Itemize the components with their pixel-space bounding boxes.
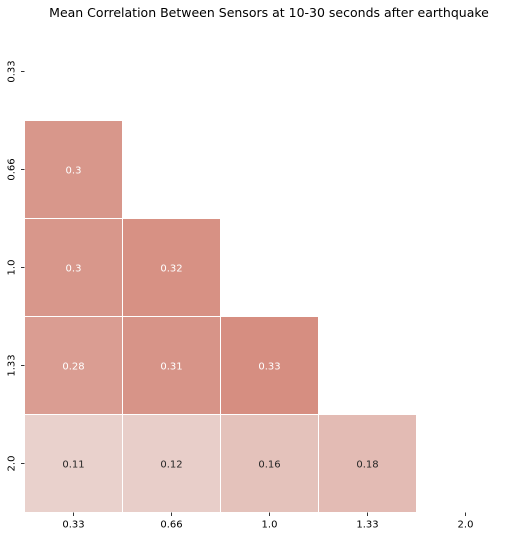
cell-value-label-3-2: 0.33	[258, 362, 280, 373]
heatmap-cell-4-1	[122, 414, 221, 513]
cells-layer	[24, 120, 417, 513]
heatmap-cell-3-2	[220, 316, 319, 415]
x-tick-label-4: 2.0	[458, 520, 474, 531]
heatmap-cell-3-0	[24, 316, 123, 415]
x-tick-label-3: 1.33	[356, 520, 378, 531]
cell-value-label-2-1: 0.32	[160, 264, 182, 275]
cell-value-label-4-3: 0.18	[356, 460, 378, 471]
y-tick-label-1: 0.66	[7, 158, 18, 180]
cell-value-label-4-1: 0.12	[160, 460, 182, 471]
chart-title: Mean Correlation Between Sensors at 10-3…	[49, 5, 489, 20]
cell-value-label-4-0: 0.11	[62, 460, 84, 471]
y-tick-label-0: 0.33	[7, 60, 18, 82]
y-axis: 0.33 0.66 1.0 1.33 2.0	[7, 60, 25, 471]
heatmap-cell-3-1	[122, 316, 221, 415]
heatmap-cell-4-2	[220, 414, 319, 513]
heatmap-cell-2-1	[122, 218, 221, 317]
cell-value-label-3-0: 0.28	[62, 362, 84, 373]
x-tick-label-0: 0.33	[62, 520, 84, 531]
heatmap-cell-1-0	[24, 120, 123, 219]
cell-value-label-2-0: 0.3	[66, 264, 82, 275]
x-tick-label-1: 0.66	[160, 520, 182, 531]
cell-value-label-3-1: 0.31	[160, 362, 182, 373]
y-tick-label-2: 1.0	[7, 260, 18, 276]
cell-value-label-4-2: 0.16	[258, 460, 280, 471]
y-tick-label-4: 2.0	[7, 456, 18, 472]
cell-labels-layer: 0.3 0.3 0.32 0.28 0.31 0.33 0.11 0.12 0.16 0.18	[62, 166, 378, 471]
heatmap-cell-4-0	[24, 414, 123, 513]
y-tick-label-3: 1.33	[7, 354, 18, 376]
x-axis: 0.33 0.66 1.0 1.33 2.0	[62, 512, 474, 531]
cell-value-label-1-0: 0.3	[66, 166, 82, 177]
x-tick-label-2: 1.0	[262, 520, 278, 531]
